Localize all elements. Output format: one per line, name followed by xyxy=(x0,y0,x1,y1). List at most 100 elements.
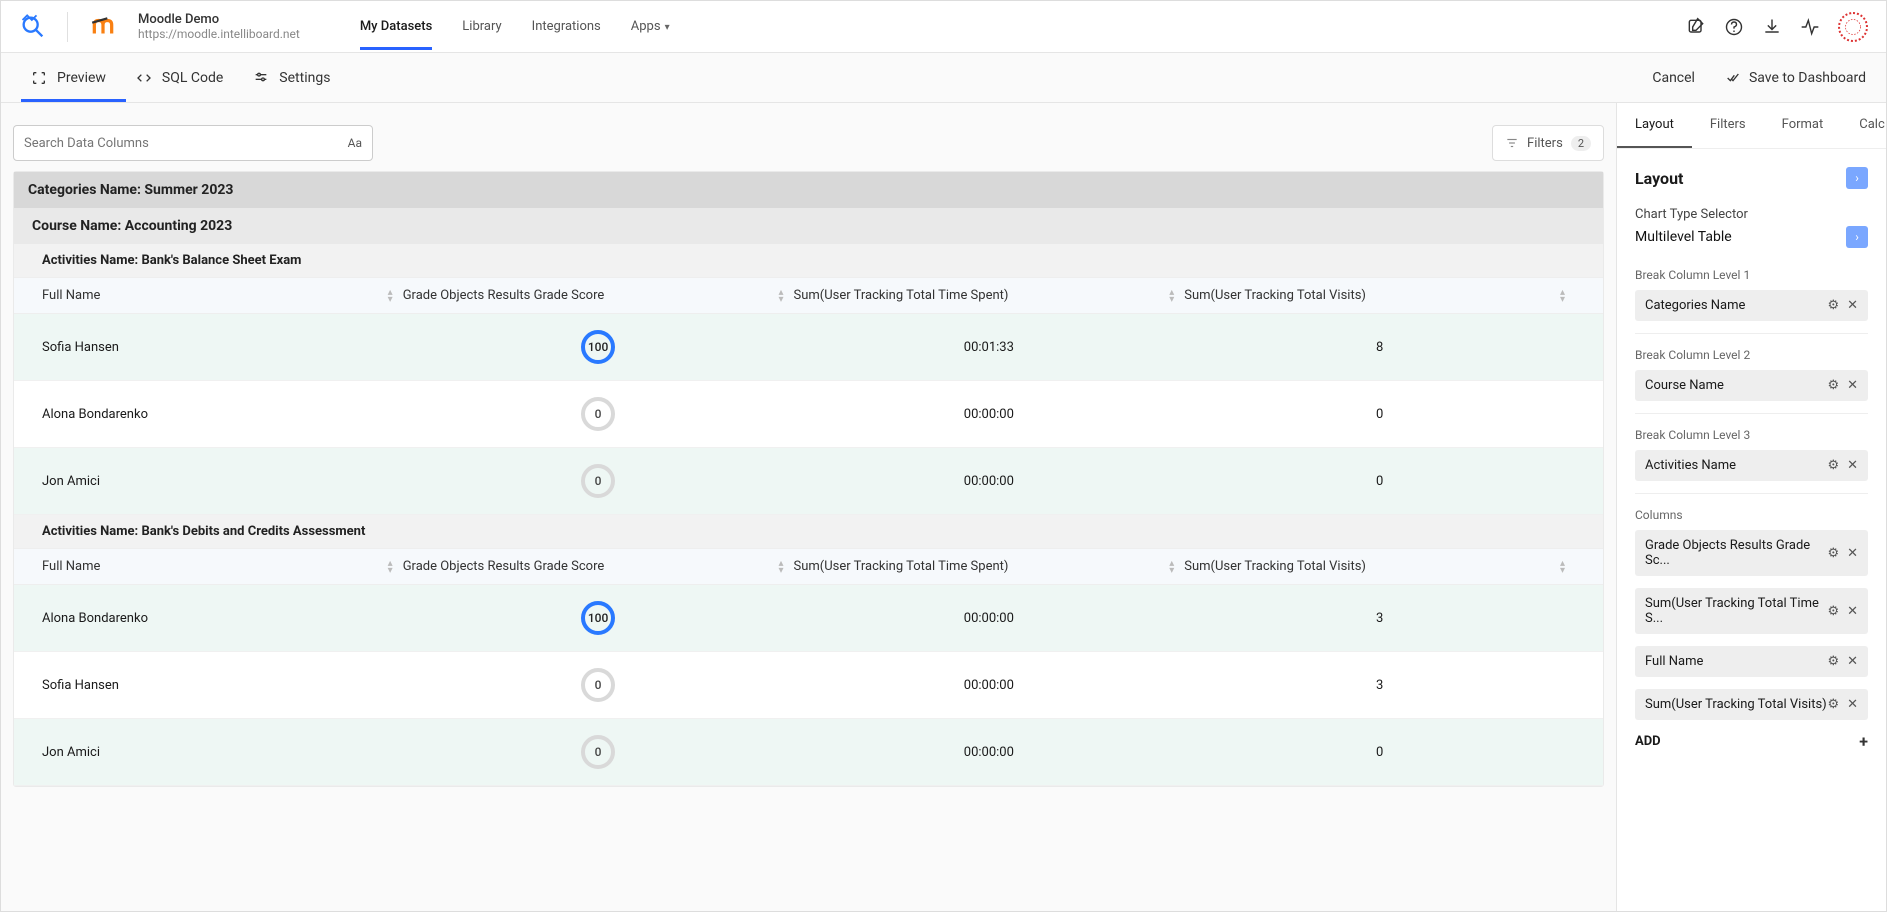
column-header[interactable]: Grade Objects Results Grade Score▴▾ xyxy=(403,559,794,574)
level3-header: Activities Name: Bank's Debits and Credi… xyxy=(14,515,1603,548)
column-pill[interactable]: Sum(User Tracking Total Visits)⚙ ✕ xyxy=(1635,689,1868,720)
search-row: Aa Filters 2 xyxy=(13,115,1604,171)
break3-pill[interactable]: Activities Name ⚙ ✕ xyxy=(1635,450,1868,481)
adjust-icon[interactable]: ⚙ xyxy=(1827,298,1839,313)
pill-text: Activities Name xyxy=(1645,458,1736,473)
break2-pill[interactable]: Course Name ⚙✕ xyxy=(1635,370,1868,401)
table-row[interactable]: Alona Bondarenko000:00:000 xyxy=(14,381,1603,448)
download-icon[interactable] xyxy=(1762,17,1782,37)
column-pill[interactable]: Full Name⚙✕ xyxy=(1635,646,1868,677)
close-icon[interactable]: ✕ xyxy=(1847,654,1858,669)
column-pill[interactable]: Grade Objects Results Grade Sc...⚙ ✕ xyxy=(1635,530,1868,576)
close-icon[interactable]: ✕ xyxy=(1847,378,1858,393)
side-tab-layout[interactable]: Layout xyxy=(1617,103,1692,148)
close-icon[interactable]: ✕ xyxy=(1847,697,1858,712)
sort-icon[interactable]: ▴▾ xyxy=(1169,560,1184,574)
break3-label: Break Column Level 3 xyxy=(1635,428,1868,442)
subbar-right: Cancel Save to Dashboard xyxy=(1652,70,1866,86)
column-header[interactable]: Sum(User Tracking Total Visits)▴▾ xyxy=(1184,559,1575,574)
topbar: Moodle Demo https://moodle.intelliboard.… xyxy=(1,1,1886,53)
cell-full-name: Alona Bondarenko xyxy=(42,407,403,422)
column-header[interactable]: Sum(User Tracking Total Time Spent)▴▾ xyxy=(793,288,1184,303)
subtab-preview[interactable]: Preview xyxy=(21,55,126,101)
case-toggle[interactable]: Aa xyxy=(348,136,362,150)
close-icon[interactable]: ✕ xyxy=(1847,546,1858,561)
cell-full-name: Sofia Hansen xyxy=(42,678,403,693)
column-pill[interactable]: Sum(User Tracking Total Time S...⚙✕ xyxy=(1635,588,1868,634)
app-logo-icon[interactable] xyxy=(19,13,47,41)
multilevel-table: Categories Name: Summer 2023 Course Name… xyxy=(13,171,1604,787)
adjust-icon[interactable]: ⚙ xyxy=(1827,654,1839,669)
adjust-icon[interactable]: ⚙ xyxy=(1827,546,1839,561)
cell-score: 0 xyxy=(403,464,794,498)
sort-icon[interactable]: ▴▾ xyxy=(1560,289,1575,303)
subtab-settings[interactable]: Settings xyxy=(243,55,350,101)
side-tab-filters[interactable]: Filters xyxy=(1692,103,1764,148)
table-row[interactable]: Jon Amici000:00:000 xyxy=(14,448,1603,515)
column-header[interactable]: Full Name▴▾ xyxy=(42,288,403,303)
filters-button[interactable]: Filters 2 xyxy=(1492,125,1604,161)
filters-count-badge: 2 xyxy=(1571,136,1591,151)
break1-pill[interactable]: Categories Name ⚙✕ xyxy=(1635,290,1868,321)
sort-icon[interactable]: ▴▾ xyxy=(388,560,403,574)
nav-tab-my-datasets[interactable]: My Datasets xyxy=(360,3,432,50)
save-label: Save to Dashboard xyxy=(1749,70,1866,86)
edit-icon[interactable] xyxy=(1686,17,1706,37)
column-header[interactable]: Full Name▴▾ xyxy=(42,559,403,574)
score-ring: 100 xyxy=(581,601,615,635)
adjust-icon[interactable]: ⚙ xyxy=(1827,378,1839,393)
nav-tab-integrations[interactable]: Integrations xyxy=(532,3,601,50)
avatar[interactable] xyxy=(1838,12,1868,42)
adjust-icon[interactable]: ⚙ xyxy=(1827,604,1839,619)
collapse-button[interactable]: › xyxy=(1846,167,1868,189)
subtab-sql-code[interactable]: SQL Code xyxy=(126,55,243,101)
chart-type-label: Chart Type Selector xyxy=(1635,207,1868,222)
pill-text: Grade Objects Results Grade Sc... xyxy=(1645,538,1827,568)
adjust-icon[interactable]: ⚙ xyxy=(1827,458,1839,473)
table-row[interactable]: Sofia Hansen000:00:003 xyxy=(14,652,1603,719)
sort-icon[interactable]: ▴▾ xyxy=(388,289,403,303)
chart-type-value: Multilevel Table xyxy=(1635,229,1732,245)
cell-time: 00:00:00 xyxy=(793,678,1184,693)
nav-tab-apps[interactable]: Apps▾ xyxy=(631,3,670,50)
cell-full-name: Jon Amici xyxy=(42,745,403,760)
sidebar-tabs: Layout Filters Format Calc xyxy=(1617,103,1886,149)
column-header[interactable]: Grade Objects Results Grade Score▴▾ xyxy=(403,288,794,303)
level3-header: Activities Name: Bank's Balance Sheet Ex… xyxy=(14,244,1603,277)
cell-time: 00:00:00 xyxy=(793,745,1184,760)
sidebar-title: Layout xyxy=(1635,169,1683,188)
column-header[interactable]: Sum(User Tracking Total Visits)▴▾ xyxy=(1184,288,1575,303)
close-icon[interactable]: ✕ xyxy=(1847,458,1858,473)
cell-time: 00:00:00 xyxy=(793,611,1184,626)
site-logo-icon[interactable] xyxy=(88,12,118,42)
pill-text: Sum(User Tracking Total Visits) xyxy=(1645,697,1827,712)
column-header[interactable]: Sum(User Tracking Total Time Spent)▴▾ xyxy=(793,559,1184,574)
columns-label: Columns xyxy=(1635,508,1868,522)
activity-icon[interactable] xyxy=(1800,17,1820,37)
sort-icon[interactable]: ▴▾ xyxy=(778,289,793,303)
divider xyxy=(1635,333,1868,334)
sort-icon[interactable]: ▴▾ xyxy=(1169,289,1184,303)
body: Aa Filters 2 Categories Name: Summer 202… xyxy=(1,103,1886,911)
table-row[interactable]: Sofia Hansen10000:01:338 xyxy=(14,314,1603,381)
side-tab-format[interactable]: Format xyxy=(1764,103,1842,148)
table-row[interactable]: Alona Bondarenko10000:00:003 xyxy=(14,585,1603,652)
save-to-dashboard-button[interactable]: Save to Dashboard xyxy=(1725,70,1866,86)
column-header-row: Full Name▴▾Grade Objects Results Grade S… xyxy=(14,277,1603,314)
table-row[interactable]: Jon Amici000:00:000 xyxy=(14,719,1603,786)
subtab-label: Preview xyxy=(57,70,106,86)
side-tab-calc[interactable]: Calc xyxy=(1841,103,1886,148)
add-button[interactable]: ADD + xyxy=(1635,732,1868,751)
cancel-button[interactable]: Cancel xyxy=(1652,70,1695,86)
adjust-icon[interactable]: ⚙ xyxy=(1827,697,1839,712)
chart-type-selector-button[interactable]: › xyxy=(1846,226,1868,248)
close-icon[interactable]: ✕ xyxy=(1847,298,1858,313)
help-icon[interactable] xyxy=(1724,17,1744,37)
close-icon[interactable]: ✕ xyxy=(1847,604,1858,619)
cell-score: 0 xyxy=(403,397,794,431)
nav-tab-library[interactable]: Library xyxy=(462,3,501,50)
sort-icon[interactable]: ▴▾ xyxy=(1560,560,1575,574)
site-title: Moodle Demo xyxy=(138,12,300,28)
search-input[interactable] xyxy=(24,136,348,151)
sort-icon[interactable]: ▴▾ xyxy=(778,560,793,574)
